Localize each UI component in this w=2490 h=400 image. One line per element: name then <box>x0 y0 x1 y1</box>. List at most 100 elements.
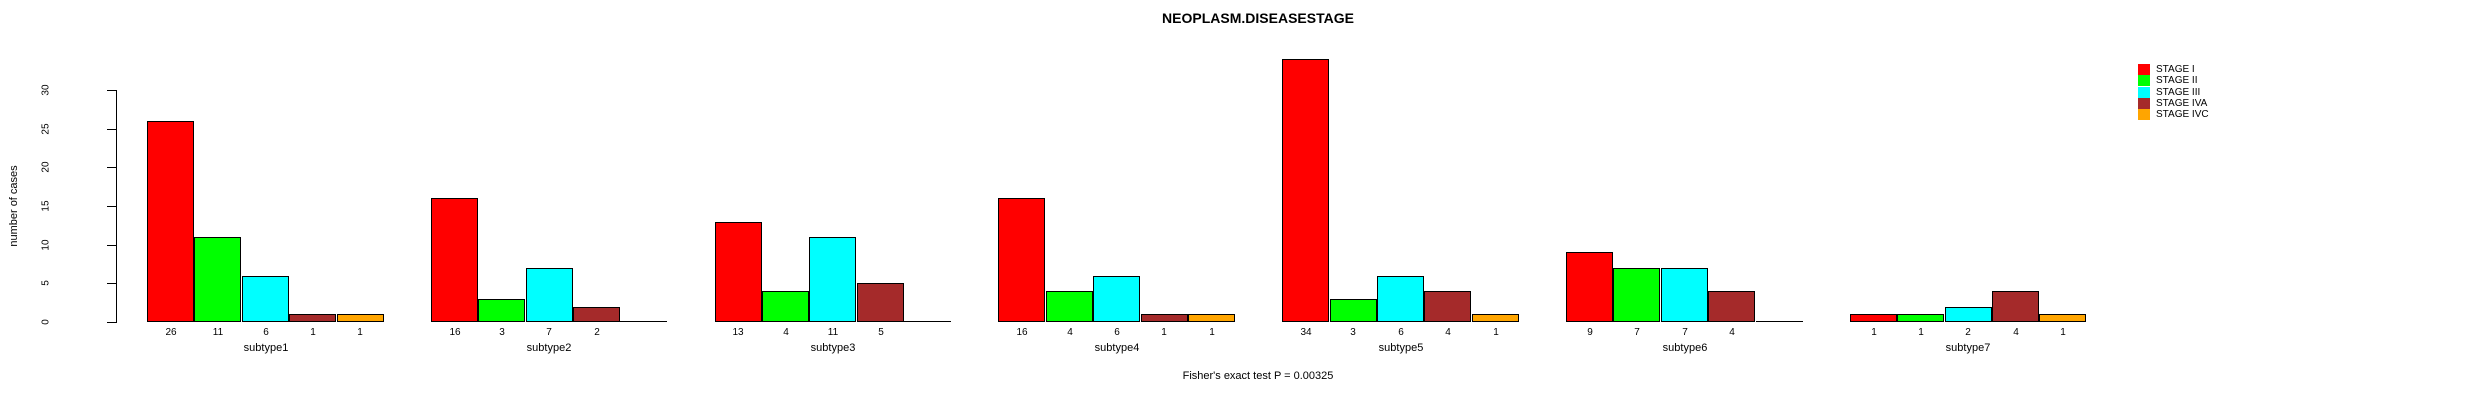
y-axis-line <box>116 90 117 323</box>
bar-subtype5-stage-i <box>1282 59 1329 322</box>
zero-height-bar-line <box>1756 321 1803 322</box>
bar-value-label: 11 <box>212 327 224 338</box>
zero-height-bar-line <box>620 321 667 322</box>
bar-subtype4-stage-ii <box>1046 291 1093 322</box>
bar-value-label: 1 <box>1871 327 1877 338</box>
bar-subtype3-stage-iii <box>809 237 856 322</box>
bar-value-label: 4 <box>783 327 789 338</box>
legend-swatch-icon <box>2138 64 2150 75</box>
bar-value-label: 7 <box>1682 327 1688 338</box>
y-axis-tick-label: 0 <box>40 319 52 325</box>
legend-item-stage-iva: STAGE IVA <box>2138 98 2207 109</box>
y-axis-tick-label: 15 <box>40 200 52 212</box>
bar-value-label: 1 <box>310 327 316 338</box>
bar-subtype4-stage-ivc <box>1188 314 1235 322</box>
y-axis-tick <box>107 244 116 246</box>
bar-subtype1-stage-ivc <box>337 314 384 322</box>
bar-value-label: 1 <box>1161 327 1167 338</box>
bar-value-label: 6 <box>263 327 269 338</box>
bar-value-label: 26 <box>165 327 177 338</box>
y-axis-tick <box>107 206 116 208</box>
category-label-subtype7: subtype7 <box>1945 342 1991 354</box>
bar-subtype1-stage-ii <box>194 237 241 322</box>
bar-subtype4-stage-iii <box>1093 276 1140 322</box>
bar-subtype7-stage-iii <box>1945 307 1992 322</box>
y-axis-tick-label: 20 <box>40 161 52 174</box>
bar-subtype7-stage-i <box>1850 314 1897 322</box>
legend-swatch-icon <box>2138 75 2150 86</box>
bar-subtype4-stage-i <box>998 198 1045 322</box>
category-label-subtype3: subtype3 <box>810 342 856 354</box>
y-axis-tick <box>107 167 116 169</box>
bar-value-label: 4 <box>1729 327 1735 338</box>
bar-subtype5-stage-ii <box>1330 299 1377 322</box>
bar-value-label: 1 <box>1918 327 1924 338</box>
bar-value-label: 1 <box>357 327 363 338</box>
bar-subtype7-stage-iva <box>1992 291 2039 322</box>
y-axis-tick <box>107 322 116 323</box>
category-label-subtype5: subtype5 <box>1378 342 1424 354</box>
legend-item-stage-i: STAGE I <box>2138 64 2195 75</box>
bar-value-label: 34 <box>1300 327 1312 338</box>
bar-subtype7-stage-ii <box>1897 314 1944 322</box>
bar-subtype2-stage-ii <box>478 299 525 322</box>
bar-value-label: 7 <box>1634 327 1640 338</box>
bar-value-label: 9 <box>1587 327 1593 338</box>
chart-caption: Fisher's exact test P = 0.00325 <box>1182 370 1334 382</box>
bar-value-label: 1 <box>1493 327 1499 338</box>
y-axis-title: number of cases <box>8 165 20 247</box>
bar-subtype2-stage-iii <box>526 268 573 322</box>
bar-subtype3-stage-iva <box>857 283 904 322</box>
bar-subtype2-stage-iva <box>573 307 620 322</box>
bar-value-label: 7 <box>546 327 552 338</box>
legend-item-stage-iii: STAGE III <box>2138 87 2200 98</box>
zero-height-bar-line <box>904 321 951 322</box>
bar-value-label: 2 <box>1965 327 1971 338</box>
bar-value-label: 4 <box>1445 327 1451 338</box>
legend-swatch-icon <box>2138 87 2150 98</box>
bar-value-label: 3 <box>1350 327 1356 338</box>
category-label-subtype4: subtype4 <box>1094 342 1140 354</box>
legend-item-stage-ii: STAGE II <box>2138 75 2198 86</box>
legend-label: STAGE III <box>2156 87 2201 98</box>
bar-subtype5-stage-ivc <box>1472 314 1519 322</box>
bar-value-label: 2 <box>594 327 600 338</box>
y-axis-tick-label: 25 <box>40 123 52 135</box>
legend-label: STAGE I <box>2156 64 2195 75</box>
bar-subtype1-stage-i <box>147 121 194 322</box>
category-label-subtype2: subtype2 <box>526 342 572 354</box>
bar-value-label: 16 <box>449 327 461 338</box>
bar-value-label: 13 <box>732 327 744 338</box>
y-axis-tick-label: 10 <box>40 239 52 251</box>
bar-subtype1-stage-iva <box>289 314 336 322</box>
bar-subtype3-stage-ii <box>762 291 809 322</box>
bar-value-label: 1 <box>2060 327 2066 338</box>
legend-swatch-icon <box>2138 98 2150 109</box>
bar-subtype5-stage-iva <box>1424 291 1471 322</box>
bar-subtype2-stage-i <box>431 198 478 322</box>
bar-value-label: 4 <box>1067 327 1073 338</box>
bar-value-label: 16 <box>1016 327 1028 338</box>
category-label-subtype1: subtype1 <box>243 342 289 354</box>
bar-value-label: 3 <box>499 327 505 338</box>
bar-subtype4-stage-iva <box>1141 314 1188 322</box>
y-axis-tick-label: 5 <box>40 280 52 287</box>
bar-subtype3-stage-i <box>715 222 762 322</box>
legend-label: STAGE II <box>2156 75 2198 86</box>
category-label-subtype6: subtype6 <box>1662 342 1708 354</box>
legend-label: STAGE IVC <box>2156 109 2209 120</box>
bar-value-label: 1 <box>1209 327 1215 338</box>
bar-subtype5-stage-iii <box>1377 276 1424 322</box>
chart-title: NEOPLASM.DISEASESTAGE <box>1162 10 1354 26</box>
y-axis-tick <box>107 128 116 130</box>
bar-subtype6-stage-iii <box>1661 268 1708 322</box>
bar-value-label: 6 <box>1114 327 1120 338</box>
y-axis-tick-label: 30 <box>40 84 52 96</box>
legend-label: STAGE IVA <box>2156 98 2208 109</box>
bar-subtype1-stage-iii <box>242 276 289 322</box>
legend-item-stage-ivc: STAGE IVC <box>2138 109 2209 120</box>
bar-subtype6-stage-iva <box>1708 291 1755 322</box>
bar-subtype6-stage-i <box>1566 252 1613 322</box>
bar-subtype6-stage-ii <box>1613 268 1660 322</box>
